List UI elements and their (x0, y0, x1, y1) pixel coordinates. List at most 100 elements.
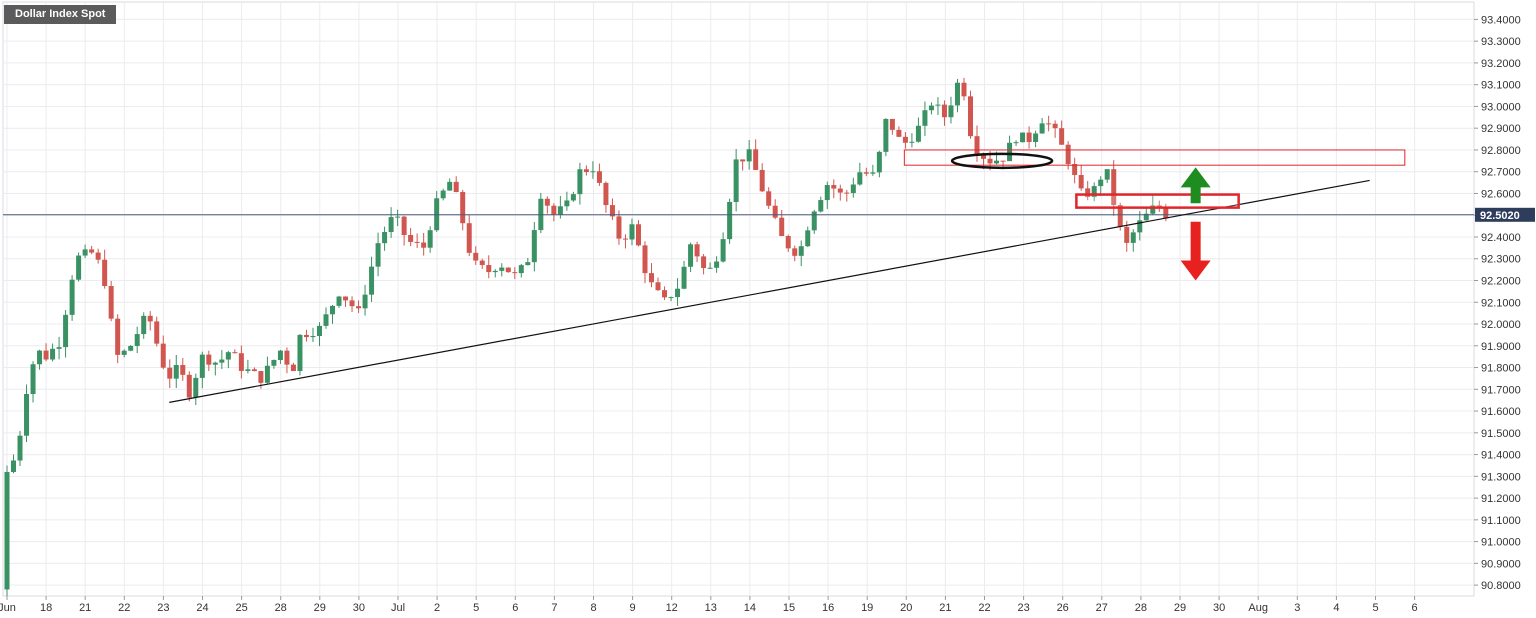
x-tick-label: Jul (391, 602, 405, 614)
candle-body (603, 182, 609, 206)
y-tick-label: 90.9000 (1481, 558, 1521, 570)
y-tick-label: 91.7000 (1481, 384, 1521, 396)
y-tick-label: 91.0000 (1481, 537, 1521, 549)
candle-body (863, 172, 869, 174)
x-tick-label: Aug (1248, 602, 1268, 614)
candle-body (649, 273, 655, 283)
x-tick-label: 7 (551, 602, 557, 614)
candle-body (596, 171, 602, 183)
candle-body (37, 350, 43, 365)
candle-body (154, 321, 160, 344)
x-tick-label: 15 (783, 602, 795, 614)
candle-body (1046, 123, 1052, 125)
candle-body (128, 345, 134, 351)
plot-frame (2, 1, 1475, 597)
candle-body (141, 315, 147, 335)
grid (2, 1, 1475, 597)
x-tick-label: 23 (1017, 602, 1029, 614)
candle-body (414, 241, 420, 243)
candle-body (382, 232, 388, 244)
candle-body (974, 136, 980, 156)
candle-body (427, 230, 433, 248)
time-axis: Jun 18 21 22 23 24 25 28 29 30 Jul 2 5 6 7 8 9 12 13 14 15 16… (0, 596, 1418, 614)
chart-title: Dollar Index Spot (4, 5, 117, 24)
candle-body (180, 365, 186, 375)
price-axis: 93.4000 93.3000 93.2000 93.1000 93.0000 92.90… (1474, 14, 1535, 592)
candle-body (1111, 169, 1117, 206)
candle-body (50, 348, 56, 360)
candle-body (785, 235, 791, 249)
x-tick-label: 19 (861, 602, 873, 614)
candle-body (271, 360, 277, 366)
y-tick-label: 91.4000 (1481, 450, 1521, 462)
x-tick-label: 28 (1135, 602, 1147, 614)
x-tick-label: 28 (275, 602, 287, 614)
candle-body (876, 151, 882, 173)
resistance-zone (903, 149, 1406, 166)
candle-body (453, 181, 459, 192)
candle-body (310, 335, 316, 338)
x-tick-label: 22 (978, 602, 990, 614)
x-tick-label: 6 (512, 602, 518, 614)
candle-body (408, 235, 414, 242)
candle-body (772, 205, 778, 218)
candle-body (297, 334, 303, 372)
candle-body (17, 435, 23, 461)
candle-body (121, 350, 127, 355)
candle-body (850, 184, 856, 194)
candle-body (89, 249, 95, 253)
arrow-up-icon (1180, 167, 1211, 204)
candle-body (212, 362, 218, 365)
x-tick-label: 30 (1213, 602, 1225, 614)
x-tick-label: 13 (705, 602, 717, 614)
candle-body (662, 290, 668, 298)
candle-body (968, 96, 974, 137)
candle-body (1150, 205, 1156, 214)
candle-body (160, 343, 166, 368)
candle-body (336, 296, 342, 306)
candle-body (375, 243, 381, 267)
candle-body (343, 296, 349, 301)
candle-body (388, 217, 394, 233)
candle-body (779, 217, 785, 236)
y-tick-label: 93.0000 (1481, 101, 1521, 113)
current-price-tag (1475, 207, 1535, 222)
trendline (169, 179, 1370, 403)
y-tick-label: 92.9000 (1481, 123, 1521, 135)
candle-body (258, 371, 264, 383)
candle-body (824, 185, 830, 201)
candle-body (147, 315, 153, 322)
x-tick-label: 25 (235, 602, 247, 614)
candle-body (1104, 169, 1110, 180)
candle-body (766, 191, 772, 206)
x-tick-label: 14 (744, 602, 756, 614)
candle-body (479, 260, 485, 266)
y-tick-label: 92.2000 (1481, 276, 1521, 288)
candle-body (720, 239, 726, 262)
candle-body (818, 200, 824, 212)
candle-body (401, 216, 407, 236)
candle-body (759, 169, 765, 192)
candle-body (733, 159, 739, 202)
candle-body (1039, 123, 1045, 134)
candle-body (915, 125, 921, 142)
candle-body (115, 318, 121, 355)
x-tick-label: 29 (314, 602, 326, 614)
x-tick-label: 5 (1372, 602, 1378, 614)
candle-body (167, 367, 173, 379)
y-tick-label: 92.8000 (1481, 145, 1521, 157)
candle-body (369, 266, 375, 295)
candle-body (95, 252, 101, 260)
candle-body (1137, 220, 1143, 233)
candle-body (225, 352, 231, 360)
candle-body (544, 198, 550, 206)
candle-body (1143, 213, 1149, 221)
candle-body (1078, 174, 1084, 189)
candle-body (518, 265, 524, 274)
candle-body (466, 223, 472, 253)
candle-body (199, 354, 205, 378)
candle-body (642, 245, 648, 274)
x-tick-label: 21 (79, 602, 91, 614)
candle-body (277, 350, 283, 361)
candle-body (1026, 132, 1032, 142)
